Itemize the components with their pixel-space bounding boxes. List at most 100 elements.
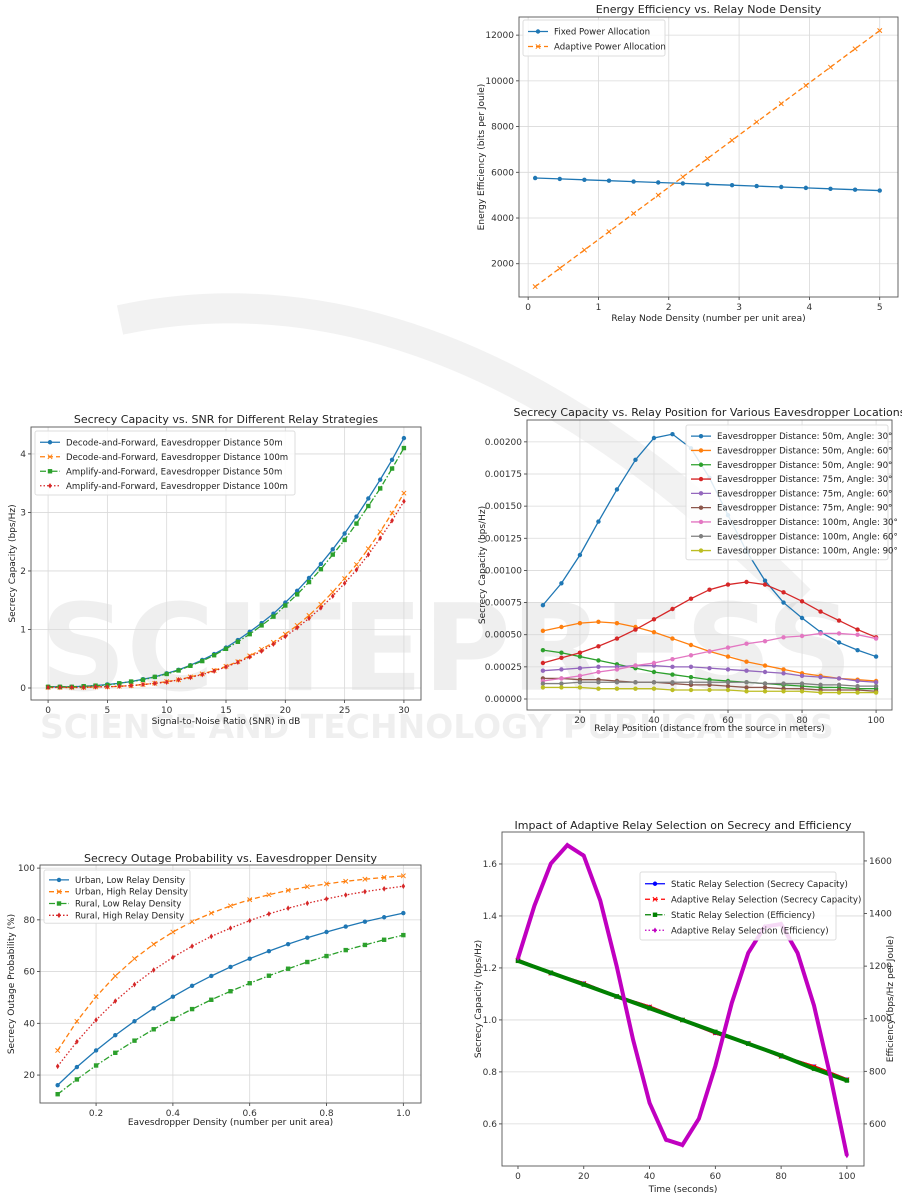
series-line-3: [57, 934, 404, 1095]
data-point-series-2: [365, 546, 371, 552]
data-point-series-1: [330, 547, 335, 552]
data-point-series-1: [113, 1033, 118, 1038]
chart-title: Impact of Adaptive Relay Selection on Se…: [514, 819, 851, 832]
data-point-series-7: [873, 636, 879, 641]
data-point-series-8: [836, 682, 842, 688]
data-point-series-1: [132, 1019, 137, 1024]
data-point-series-3: [117, 681, 122, 686]
data-point-series-2: [266, 892, 272, 898]
legend-entry: Urban, High Relay Density: [75, 888, 188, 898]
y-axis-label: Secrecy Outage Probability (%): [7, 914, 17, 1054]
data-point-series-3: [164, 671, 169, 677]
data-point-series-1: [631, 179, 636, 184]
data-point-series-5: [596, 664, 601, 670]
chart-2: 0 5 10 15 20 25 30 0 1 2 3 4 Secrecy Capacity vs. SN…: [8, 413, 422, 727]
data-point-series-3: [540, 647, 546, 653]
data-point-series-2: [381, 874, 387, 880]
series-group: [45, 435, 407, 691]
data-point-series-9: [651, 686, 657, 691]
y-tick-label: 80: [24, 916, 36, 926]
data-point-series-1: [596, 519, 601, 524]
x-axis-label: Relay Position (distance from the source…: [594, 724, 825, 734]
y-tick-label: 1.6: [483, 860, 498, 870]
data-point-series-1: [362, 919, 368, 924]
plot-frame: [501, 831, 865, 1167]
chart-4: 0.2 0.4 0.6 0.8 1.0 20 40 60 80 100 Secrecy Outage…: [7, 852, 422, 1128]
data-point-series-1: [781, 600, 786, 605]
data-point-series-2: [323, 881, 330, 887]
x-tick-label: 60: [710, 1172, 722, 1182]
legend: Urban, Low Relay Density Urban, High Rela…: [43, 869, 191, 924]
data-point-series-2: [400, 873, 406, 879]
data-point-series-2: [744, 659, 749, 664]
x-tick-label: 100: [838, 1172, 855, 1182]
data-point-series-4: [259, 648, 264, 654]
legend-entry: Decode-and-Forward, Eavesdropper Distanc…: [66, 453, 288, 463]
legend-swatch-marker: [47, 454, 53, 460]
data-point-series-4: [581, 852, 586, 859]
legend-entry: Adaptive Relay Selection (Secrecy Capaci…: [671, 895, 861, 905]
data-point-series-3: [176, 668, 181, 673]
data-point-series-3: [362, 942, 368, 948]
data-point-series-4: [559, 655, 564, 661]
legend-swatch-marker: [698, 548, 704, 553]
x-tick-label: 0: [515, 1172, 521, 1182]
data-point-series-9: [781, 689, 786, 694]
data-point-series-2: [651, 629, 657, 635]
data-point-series-8: [855, 683, 860, 689]
legend-box: [522, 19, 666, 57]
legend: Static Relay Selection (Secrecy Capacity…: [639, 871, 861, 941]
legend-swatch-marker: [652, 896, 658, 902]
data-point-series-4: [94, 1017, 98, 1023]
data-point-series-8: [633, 680, 638, 685]
x-tick-label: 5: [105, 706, 111, 716]
data-point-series-4: [200, 671, 205, 678]
y-axis-label: Secrecy Capacity (bps/Hz): [8, 504, 18, 622]
data-point-series-1: [855, 647, 860, 653]
data-point-series-8: [651, 680, 657, 685]
y2-tick-label: 1400: [869, 910, 892, 920]
data-point-series-4: [836, 618, 842, 623]
legend-entry: Amplify-and-Forward, Eavesdropper Distan…: [66, 467, 282, 477]
data-point-series-7: [707, 649, 712, 654]
data-point-series-1: [354, 514, 359, 519]
data-point-series-1: [389, 457, 395, 462]
y-tick-label: 0.6: [483, 1120, 498, 1130]
y-tick-label: 2: [20, 567, 26, 577]
data-point-series-3: [305, 959, 310, 965]
data-point-series-3: [266, 973, 272, 978]
data-point-series-4: [247, 917, 252, 924]
data-point-series-4: [247, 654, 252, 660]
data-point-series-2: [778, 101, 784, 107]
data-point-series-4: [647, 1100, 652, 1106]
data-point-series-3: [285, 966, 291, 971]
data-point-series-4: [307, 615, 311, 622]
chart-title: Secrecy Outage Probability vs. Eavesdrop…: [84, 852, 377, 865]
data-point-series-3: [318, 567, 324, 572]
data-point-series-7: [762, 638, 768, 644]
data-point-series-3: [228, 989, 233, 994]
data-point-series-4: [378, 535, 382, 541]
data-point-series-5: [744, 668, 749, 673]
legend-swatch-marker: [56, 877, 62, 883]
data-point-series-9: [633, 686, 638, 691]
data-point-series-3: [294, 592, 300, 597]
data-point-series-9: [855, 690, 860, 695]
data-point-series-3: [151, 1027, 156, 1032]
data-point-series-4: [725, 582, 731, 587]
y-tick-label: 0.00150: [485, 502, 522, 512]
data-point-series-4: [286, 905, 290, 912]
data-point-series-4: [828, 1073, 833, 1080]
plot-frame: [526, 419, 893, 711]
data-point-series-3: [259, 623, 264, 628]
data-point-series-4: [680, 1142, 685, 1148]
data-point-series-3: [389, 466, 395, 471]
data-point-series-1: [557, 176, 562, 182]
series-line-1: [57, 912, 404, 1086]
data-point-series-2: [112, 973, 118, 979]
data-point-series-4: [132, 981, 137, 988]
legend-entry: Eavesdropper Distance: 75m, Angle: 90°: [717, 504, 892, 514]
data-point-series-4: [363, 888, 367, 895]
data-point-series-4: [598, 897, 603, 904]
data-point-series-1: [873, 654, 879, 659]
